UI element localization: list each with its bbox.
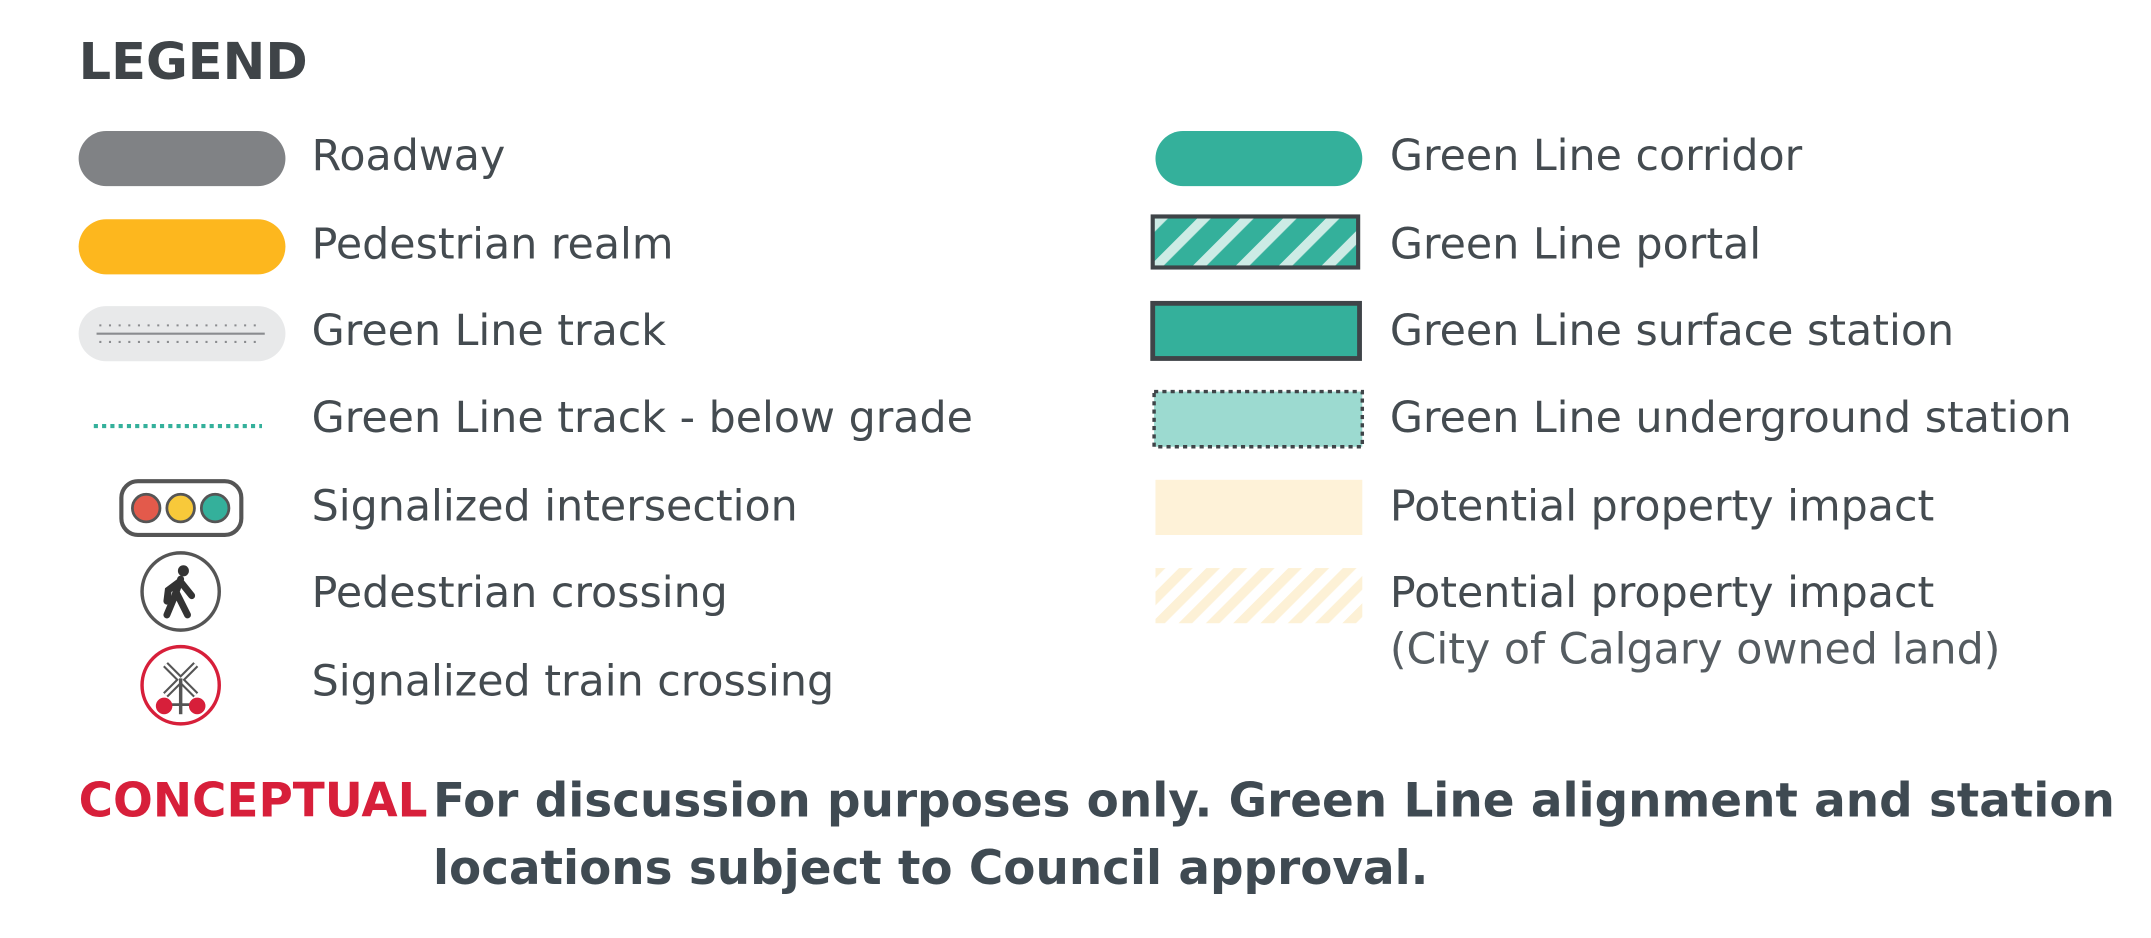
pedestrian-realm-symbol (78, 219, 286, 275)
note-label: CONCEPTUAL (79, 773, 428, 828)
legend-title: LEGEND (79, 33, 308, 92)
legend-label: Green Line corridor (1390, 131, 1803, 181)
legend-label: Green Line track - below grade (312, 393, 973, 443)
underground-station-symbol (1152, 389, 1365, 449)
legend-label: Pedestrian crossing (312, 568, 728, 618)
legend-label: Green Line track (312, 306, 667, 356)
legend-label: Pedestrian realm (312, 219, 674, 269)
legend-label: Green Line underground station (1390, 393, 2072, 443)
signal-symbol (119, 479, 244, 538)
legend-sublabel: (City of Calgary owned land) (1390, 625, 2001, 675)
legend-label: Green Line portal (1390, 219, 1761, 269)
pedestrian-crossing-symbol (140, 551, 221, 632)
corridor-symbol (1155, 130, 1363, 187)
portal-symbol (1150, 214, 1361, 270)
surface-station-symbol (1150, 300, 1362, 361)
legend-label: Potential property impact (1390, 481, 1934, 531)
city-land-impact-symbol (1155, 568, 1363, 624)
legend-label: Potential property impact (1390, 568, 1934, 618)
legend-label: Roadway (312, 131, 506, 181)
track-symbol (78, 306, 286, 362)
legend-label: Signalized train crossing (312, 656, 835, 706)
legend-label: Green Line surface station (1390, 306, 1954, 356)
train-crossing-symbol (140, 644, 221, 726)
legend-label: Signalized intersection (312, 481, 798, 531)
note-text: For discussion purposes only. Green Line… (433, 773, 2115, 828)
property-impact-symbol (1155, 479, 1363, 535)
roadway-symbol (78, 130, 286, 187)
note-text: locations subject to Council approval. (433, 841, 1428, 896)
